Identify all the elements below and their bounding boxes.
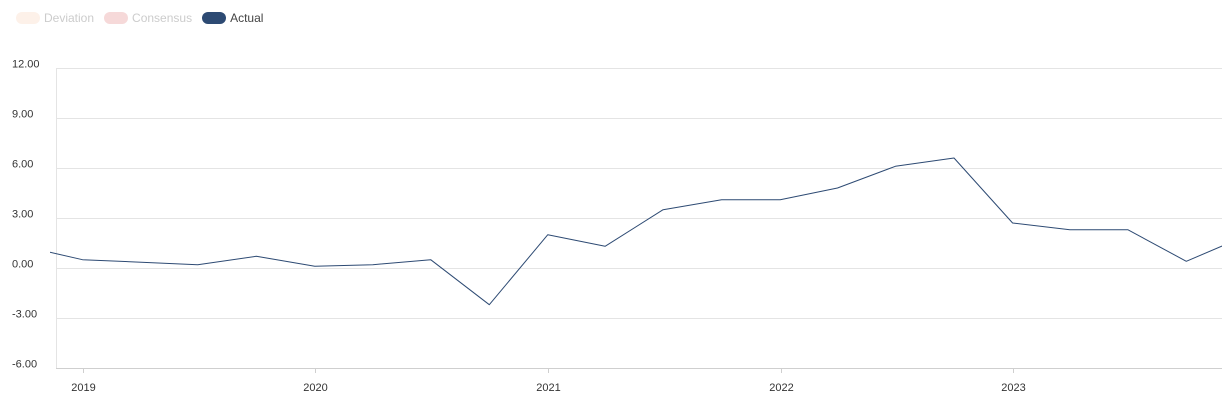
legend-item-consensus[interactable]: Consensus xyxy=(104,11,192,25)
x-tick-label: 2021 xyxy=(536,382,560,394)
y-axis-labels: 12.00 9.00 6.00 3.00 0.00 -3.00 -6.00 xyxy=(12,59,40,371)
legend-label-consensus: Consensus xyxy=(132,11,193,25)
axis-layer xyxy=(56,68,1014,373)
legend-item-deviation[interactable]: Deviation xyxy=(16,11,94,25)
y-tick-label: 9.00 xyxy=(12,109,33,121)
legend: Deviation Consensus Actual xyxy=(16,11,263,25)
y-tick-label: 6.00 xyxy=(12,159,33,171)
y-tick-label: -3.00 xyxy=(12,309,37,321)
y-tick-label: 12.00 xyxy=(12,59,40,71)
grid-layer xyxy=(56,68,1222,369)
legend-swatch-consensus xyxy=(104,12,129,24)
legend-label-deviation: Deviation xyxy=(44,11,95,25)
legend-swatch-actual xyxy=(202,12,227,24)
x-tick-label: 2022 xyxy=(769,382,793,394)
legend-swatch-deviation xyxy=(16,12,40,24)
y-tick-label: -6.00 xyxy=(12,359,37,371)
legend-item-actual[interactable]: Actual xyxy=(202,11,263,25)
x-tick-label: 2020 xyxy=(303,382,327,394)
x-tick-label: 2019 xyxy=(71,382,95,394)
series-layer xyxy=(24,157,1232,306)
series-line-actual[interactable] xyxy=(24,157,1232,306)
legend-label-actual: Actual xyxy=(230,11,264,25)
y-tick-label: 3.00 xyxy=(12,209,33,221)
x-tick-label: 2023 xyxy=(1001,382,1025,394)
y-tick-label: 0.00 xyxy=(12,259,33,271)
x-axis-labels: 2019 2020 2021 2022 2023 xyxy=(71,382,1025,394)
